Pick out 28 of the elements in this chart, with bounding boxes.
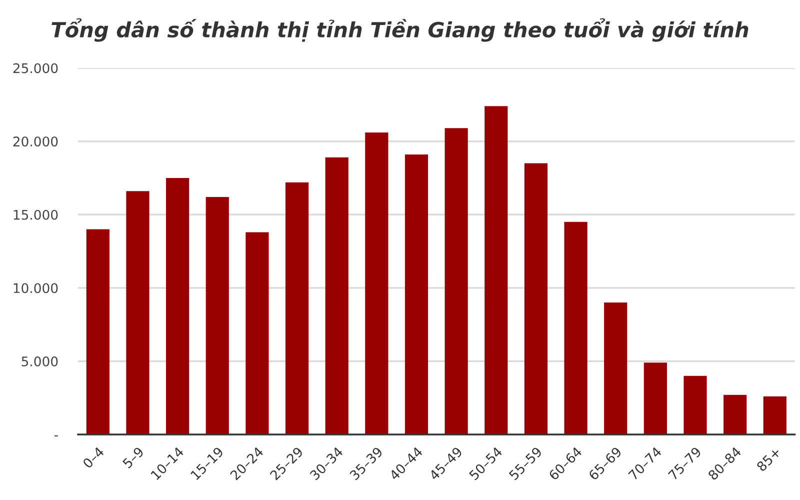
y-tick-label: 5.000 [22,356,58,366]
y-tick-label: 15.000 [14,210,58,220]
x-tick-label: 5–9 [122,446,144,469]
bar [86,229,110,434]
x-tick-label: 0–4 [82,446,105,469]
bar [644,362,667,434]
bar [126,191,150,434]
y-tick-label: 25.000 [13,63,58,74]
bar [444,128,468,434]
bar [524,163,548,434]
bar [285,182,309,434]
bar [724,394,747,434]
bar [484,106,508,434]
bar [564,222,588,434]
bar [246,232,269,434]
y-tick-label: 20.000 [13,136,58,146]
bar [365,132,388,434]
bar [325,157,348,434]
y-tick-label: - [54,435,58,436]
bar [206,197,229,434]
bar [684,376,707,434]
chart-title: Tổng dân số thành thị tỉnh Tiền Giang theo tuổi và giới tính [52,18,748,42]
y-tick-label: 10.000 [14,283,58,294]
bar [604,302,628,434]
x-tick-label: 85+ [756,446,782,472]
bar [763,396,786,434]
bar [166,178,190,434]
bar [404,154,428,434]
